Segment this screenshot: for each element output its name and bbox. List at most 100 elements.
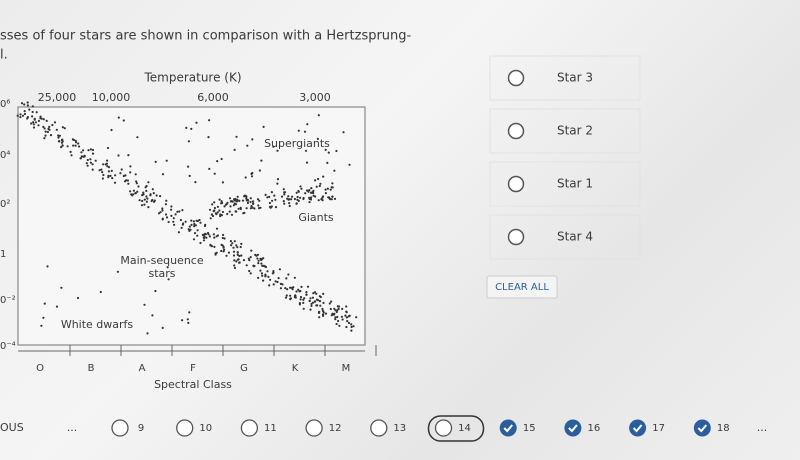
star-dot: [213, 236, 216, 239]
page-number: 17: [652, 423, 665, 434]
option-box[interactable]: [489, 108, 641, 154]
page-done[interactable]: [693, 419, 711, 437]
star-dot: [137, 185, 140, 188]
option-box[interactable]: [489, 161, 641, 207]
page-circle[interactable]: [111, 419, 129, 437]
star-dot: [308, 201, 311, 204]
star-dot: [252, 202, 255, 205]
star-dot: [61, 126, 64, 129]
page-circle[interactable]: [240, 419, 259, 437]
page-circle[interactable]: [434, 419, 453, 437]
page-done[interactable]: [499, 419, 517, 437]
star-dot: [220, 157, 223, 161]
star-dot: [107, 174, 110, 177]
star-dot: [213, 209, 216, 212]
star-dot: [324, 192, 327, 195]
page-number: 10: [199, 423, 212, 434]
luminosity-label: 1: [0, 249, 6, 260]
star-dot: [283, 202, 286, 205]
star-dot: [23, 110, 26, 113]
star-dot: [42, 125, 45, 128]
star-dot: [261, 274, 264, 277]
star-dot: [247, 199, 250, 202]
star-dot: [249, 256, 252, 259]
star-dot: [302, 301, 305, 304]
page-circle[interactable]: [305, 419, 323, 437]
star-dot: [311, 301, 315, 304]
star-dot: [262, 125, 265, 128]
star-dot: [196, 219, 199, 223]
star-dot: [193, 225, 196, 228]
star-dot: [229, 240, 232, 243]
star-dot: [110, 169, 113, 172]
star-dot: [216, 234, 219, 237]
star-dot: [32, 123, 36, 126]
star-dot: [144, 186, 147, 189]
star-dot: [298, 290, 301, 293]
star-dot: [220, 202, 223, 205]
star-dot: [305, 161, 309, 164]
star-dot: [350, 329, 353, 332]
star-dot: [123, 180, 127, 183]
star-dot: [66, 145, 69, 148]
star-dot: [264, 265, 268, 269]
page-circle[interactable]: [370, 419, 388, 437]
star-dot: [306, 285, 310, 288]
star-dot: [257, 276, 260, 279]
luminosity-label: 0²: [0, 199, 10, 210]
current-page[interactable]: [427, 415, 485, 442]
star-dot: [23, 103, 26, 106]
star-dot: [352, 325, 355, 328]
star-dot: [35, 111, 38, 114]
star-dot: [89, 148, 92, 151]
star-dot: [317, 177, 320, 181]
star-dot: [302, 307, 305, 310]
ellipsis[interactable]: ...: [757, 421, 768, 434]
ellipsis[interactable]: ...: [67, 421, 78, 434]
star-dot: [308, 299, 311, 303]
star-dot: [232, 254, 236, 257]
star-dot: [106, 165, 109, 168]
star-dot: [238, 261, 241, 264]
page-done[interactable]: [629, 419, 647, 437]
previous-button[interactable]: OUS: [0, 421, 24, 434]
star-dot: [44, 130, 47, 133]
star-dot: [289, 286, 292, 289]
star-dot: [63, 127, 66, 130]
radio[interactable]: [507, 69, 525, 87]
star-dot: [260, 262, 263, 265]
star-dot: [236, 198, 239, 201]
star-dot: [222, 245, 225, 249]
star-dot: [280, 195, 284, 198]
star-dot: [235, 200, 239, 203]
star-dot: [309, 191, 313, 194]
radio[interactable]: [507, 228, 525, 246]
star-dot: [127, 182, 130, 185]
radio[interactable]: [507, 175, 525, 193]
star-dot: [249, 272, 252, 275]
star-dot: [335, 310, 338, 314]
star-dot: [322, 301, 325, 304]
star-dot: [134, 192, 137, 195]
star-dot: [86, 164, 89, 167]
question-text: sses of four stars are shown in comparis…: [0, 29, 412, 44]
page-done[interactable]: [564, 419, 582, 437]
star-dot: [113, 181, 117, 184]
option-box[interactable]: [489, 214, 641, 260]
clear-all-button[interactable]: [486, 275, 558, 299]
star-dot: [297, 189, 300, 193]
radio[interactable]: [507, 122, 525, 140]
star-dot: [192, 238, 196, 241]
star-dot: [203, 236, 206, 239]
star-dot: [188, 225, 191, 228]
star-dot: [76, 296, 80, 300]
page-circle[interactable]: [176, 419, 194, 437]
star-dot: [272, 145, 275, 148]
star-dot: [20, 102, 24, 105]
star-dot: [151, 198, 154, 202]
star-dot: [330, 198, 333, 201]
star-dot: [341, 307, 344, 310]
star-dot: [350, 325, 353, 329]
star-dot: [211, 203, 214, 206]
option-box[interactable]: [489, 55, 641, 101]
